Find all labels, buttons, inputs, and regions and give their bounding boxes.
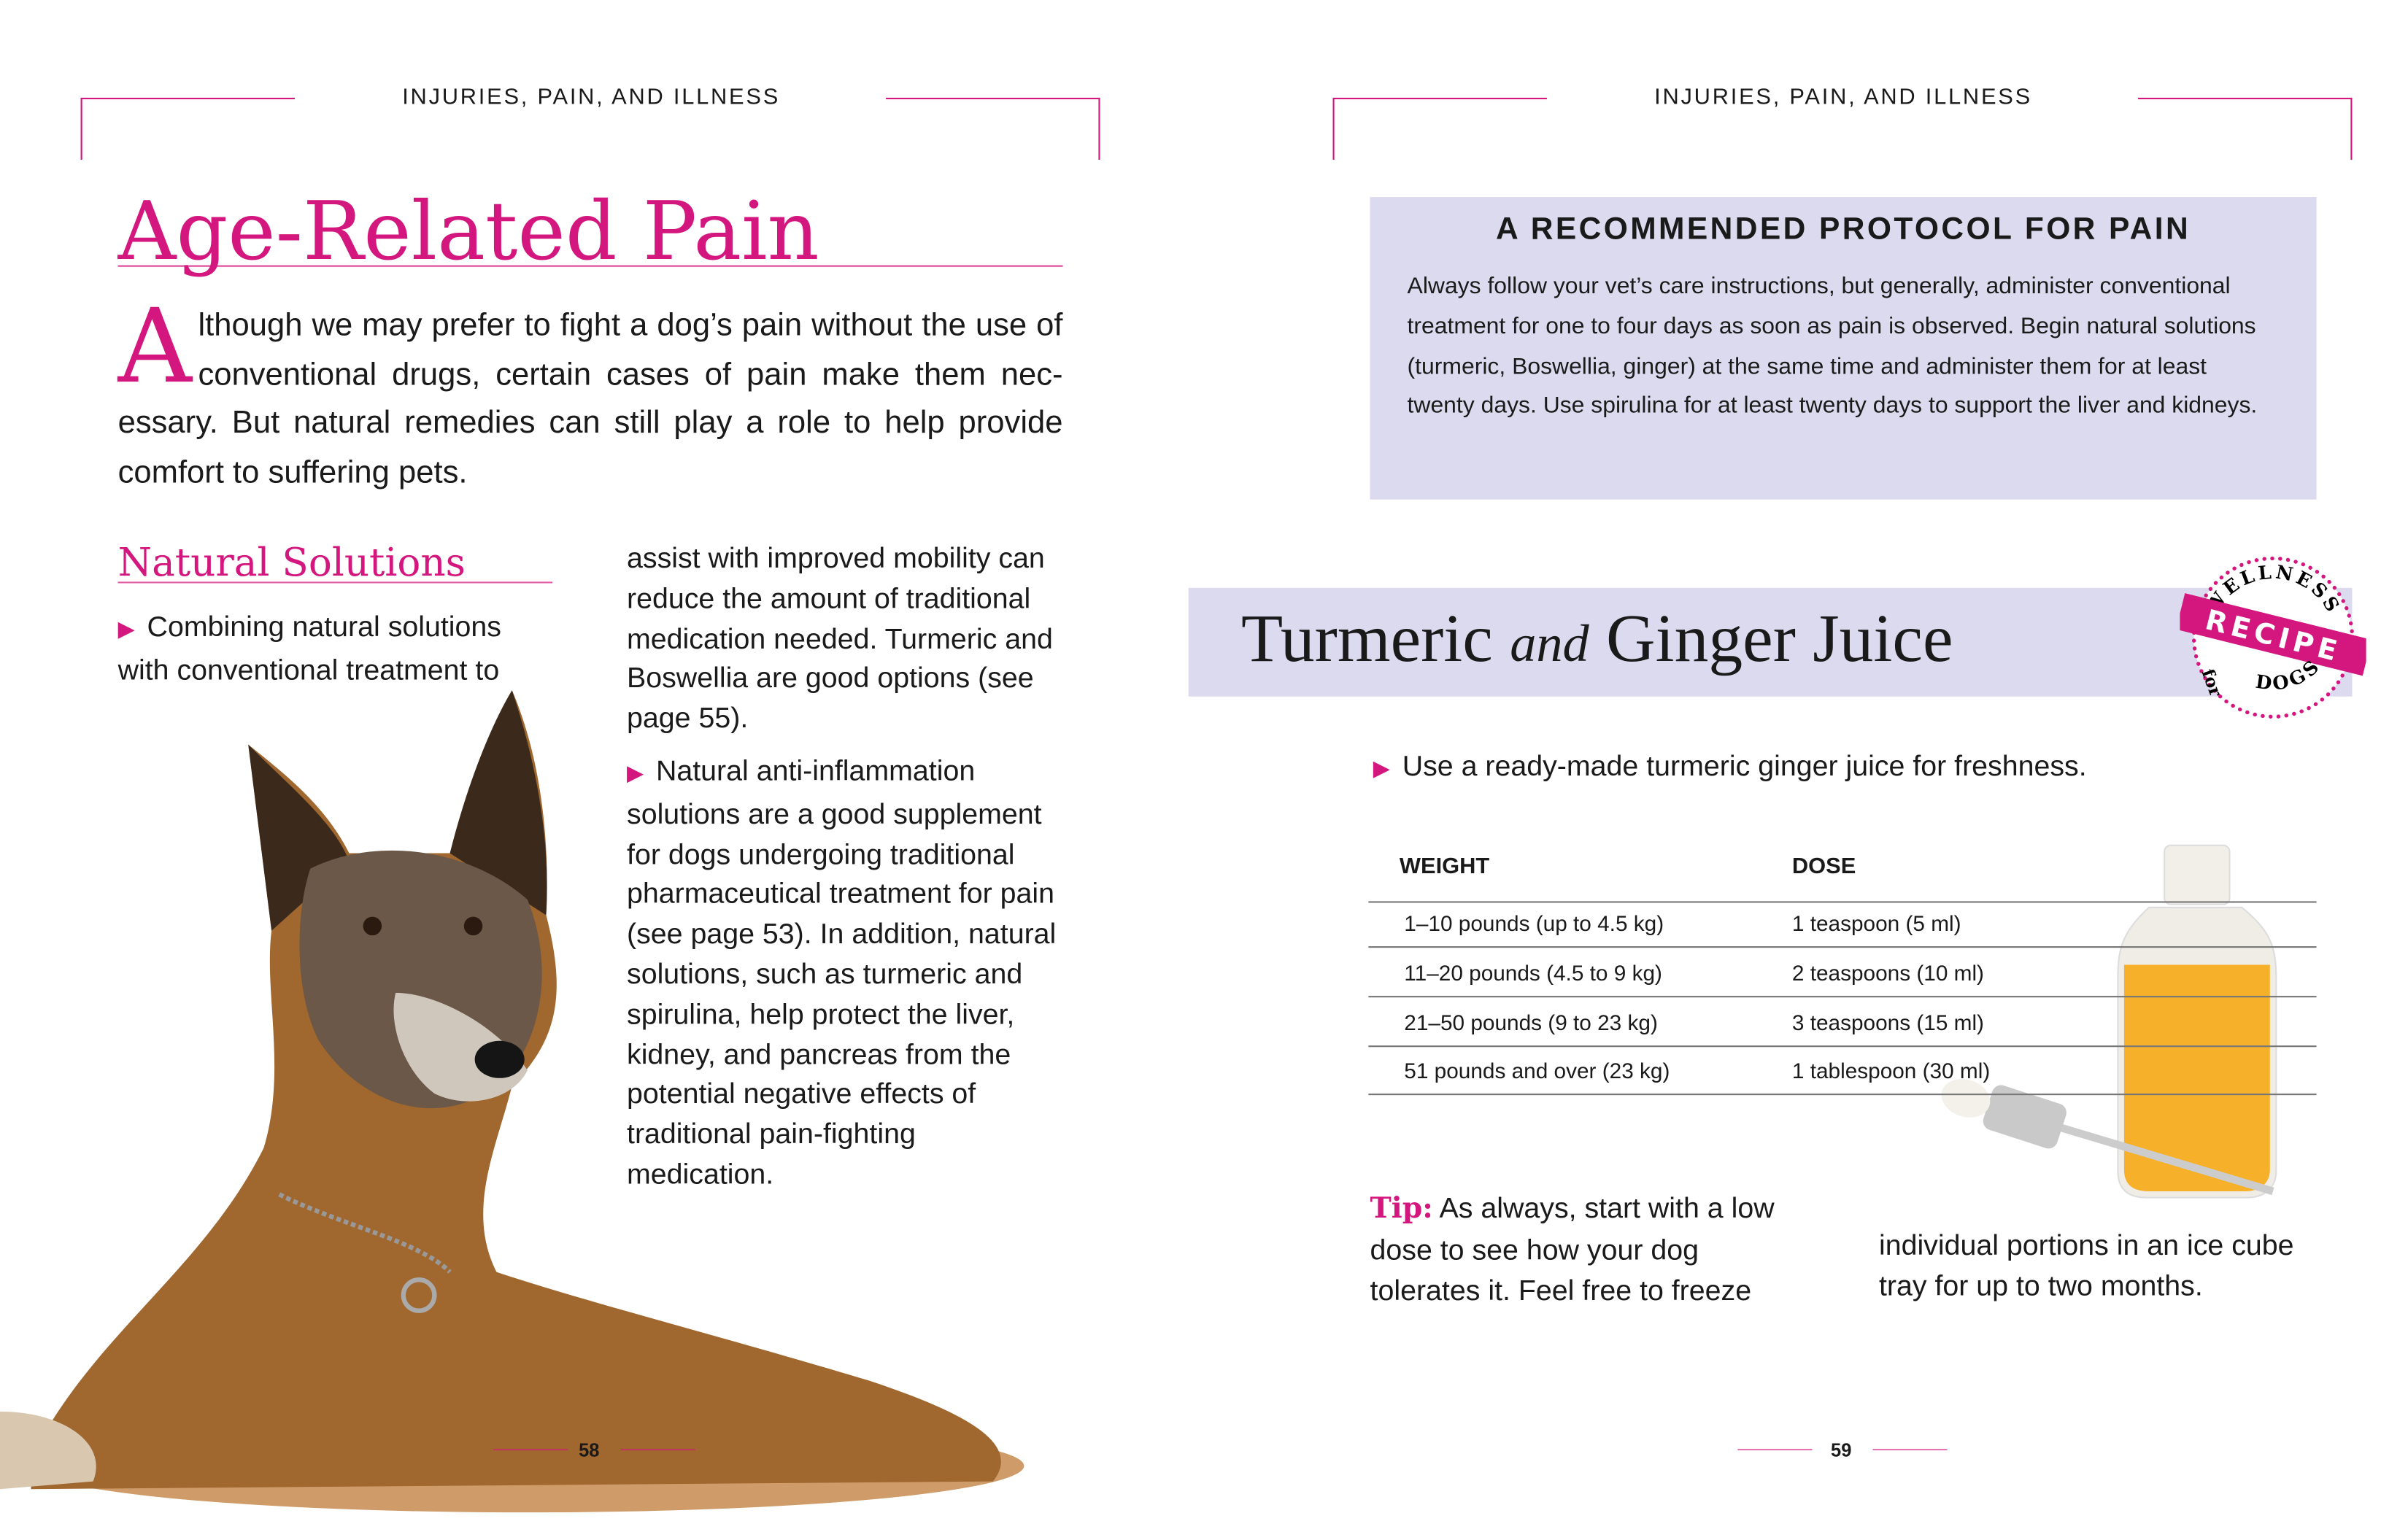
header-rule [1332,97,1335,160]
table-row: 51 pounds and over (23 kg) 1 tablespoon (… [1368,1045,2317,1096]
table-cell: 51 pounds and over (23 kg) [1404,1058,1670,1083]
protocol-title: A RECOMMENDED PROTOCOL FOR PAIN [1495,212,2191,247]
folio-rule [1872,1448,1948,1451]
table-cell: 3 teaspoons (15 ml) [1791,1010,1984,1035]
drop-cap: A [117,287,192,407]
running-head: INJURIES, PAIN, AND ILLNESS [402,85,781,110]
recipe-title-part: Turmeric [1241,600,1493,677]
header-rule [886,97,1100,100]
right-column: assist with improved mobility can reduce… [627,538,1061,1194]
wellness-recipe-stamp: WELLNESS RECIPE for DOGS [2180,556,2366,719]
tip-paragraph: Tip: As always, start with a low dose to… [1370,1188,1777,1310]
bullet-triangle-icon: ▶ [117,616,135,641]
tip-label: Tip: [1370,1193,1433,1226]
dog-photo [0,690,1024,1513]
header-rule [80,97,83,160]
protocol-text: Always follow your vet’s care instructio… [1407,273,2258,419]
table-cell: 1 teaspoon (5 ml) [1791,910,1961,936]
bullet-triangle-icon: ▶ [1373,755,1390,781]
bullet-text: Combining natural solutions with convent… [117,609,501,686]
title-underline [117,265,1063,268]
folio-rule [1737,1448,1813,1451]
recipe-title: Turmeric and Ginger Juice [1241,595,2172,689]
header-rule [2350,97,2353,160]
table-row: 11–20 pounds (4.5 to 9 kg) 2 teaspoons (1… [1368,948,2317,998]
bullet-text: Use a ready-made turmeric ginger juice f… [1402,749,2087,782]
table-cell: 1 tablespoon (30 ml) [1791,1058,1991,1083]
header-rule [1098,97,1101,160]
juice-bottle-photo [1941,844,2277,1199]
bullet-1-start: ▶ Combining natural solutions with conven… [118,606,525,689]
table-row: 21–50 pounds (9 to 23 kg) 3 teaspoons (15… [1368,997,2317,1048]
column-header-weight: WEIGHT [1399,854,1490,880]
folio-rule [493,1448,568,1451]
table-cell: 21–50 pounds (9 to 23 kg) [1404,1010,1658,1035]
tip-continued: individual portions in an ice cube tray … [1878,1229,2294,1301]
bullet-1-continued: assist with improved mobility can reduce… [627,541,1053,735]
header-rule [2138,97,2353,100]
table-header: WEIGHT DOSE [1368,851,2317,903]
table-cell: 11–20 pounds (4.5 to 9 kg) [1404,960,1662,986]
bullet-2: ▶ Natural anti-inflammation solutions are… [627,751,1061,1194]
page-number: 58 [579,1439,600,1461]
protocol-box: A RECOMMENDED PROTOCOL FOR PAIN Always f… [1370,197,2317,500]
subheading: Natural Solutions [117,539,466,585]
folio-rule [620,1448,695,1451]
recipe-title-and: and [1510,616,1589,673]
intro-paragraph: A lthough we may prefer to fight a dog’s… [117,287,1063,497]
bullet-text: Natural anti-inflammation solutions are … [627,754,1057,1190]
tip-text: As always, start with a low dose to see … [1370,1191,1775,1306]
header-rule [1332,97,1547,100]
recipe-banner [1188,587,2353,697]
intro-text: lthough we may prefer to fight a dog’s p… [117,307,1063,490]
column-header-dose: DOSE [1791,854,1856,880]
recipe-title-part: Ginger Juice [1606,600,1953,677]
table-cell: 2 teaspoons (10 ml) [1791,960,1984,986]
table-row: 1–10 pounds (up to 4.5 kg) 1 teaspoon (5 … [1368,903,2317,948]
bullet-triangle-icon: ▶ [627,759,644,785]
table-cell: 1–10 pounds (up to 4.5 kg) [1404,910,1664,936]
page-title: Age-Related Pain [117,186,819,279]
subheading-underline [117,581,552,584]
recipe-bullet: ▶ Use a ready-made turmeric ginger juice … [1373,746,2087,789]
header-rule [80,97,295,100]
running-head: INJURIES, PAIN, AND ILLNESS [1654,85,2032,110]
page-number: 59 [1831,1439,1852,1461]
